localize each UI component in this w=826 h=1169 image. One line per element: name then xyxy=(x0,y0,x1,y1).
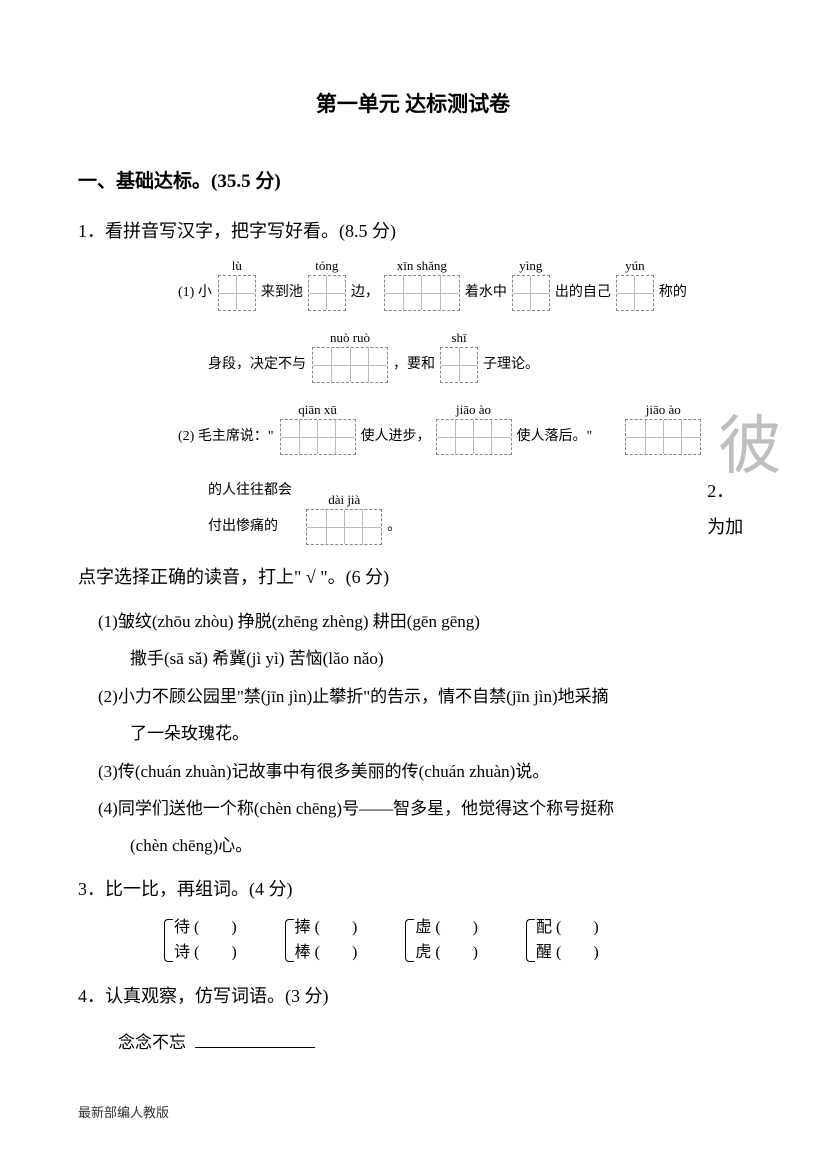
q2-item-2: (2)小力不顾公园里"禁(jīn jìn)止攀折"的告示，情不自禁(jīn jì… xyxy=(78,678,748,715)
pinyin: qiān xū xyxy=(298,401,337,419)
pair-line[interactable]: 捧 ( ) xyxy=(295,915,358,941)
fill-cell[interactable]: jiāo ào xyxy=(625,401,701,455)
q2-item-1b: 撒手(sā sǎ) 希冀(jì yì) 苦恼(lǎo nǎo) xyxy=(78,640,748,677)
q3-pairs: 待 ( ) 诗 ( ) 捧 ( ) 棒 ( ) 虚 ( ) 虎 ( ) 配 ( … xyxy=(174,915,748,966)
pair-line[interactable]: 虎 ( ) xyxy=(415,940,478,966)
fill-cell[interactable]: nuò ruò xyxy=(312,329,388,383)
q4-label: 4．认真观察，仿写词语。(3 分) xyxy=(78,978,748,1014)
char-box[interactable] xyxy=(308,275,346,311)
pair-line[interactable]: 棒 ( ) xyxy=(295,940,358,966)
pair-line[interactable]: 诗 ( ) xyxy=(174,940,237,966)
char-box[interactable] xyxy=(306,509,382,545)
char-box[interactable] xyxy=(312,347,388,383)
pair-col: 待 ( ) 诗 ( ) xyxy=(174,915,237,966)
q1-row3-prefix: (2) 毛主席说：" xyxy=(178,419,278,455)
fill-cell[interactable]: xīn shǎng xyxy=(384,257,460,311)
fill-cell[interactable]: yìng xyxy=(512,257,550,311)
char-box[interactable] xyxy=(512,275,550,311)
text: 边， xyxy=(348,275,382,311)
q1-fill-area: (1) 小 lù 来到池 tóng 边， xīn shǎng 着水中 yìng … xyxy=(78,257,748,545)
text: 使人落后。" xyxy=(514,419,596,455)
q1-row3: (2) 毛主席说：" qiān xū 使人进步， jiāo ào 使人落后。" … xyxy=(178,401,748,455)
pinyin: yìng xyxy=(519,257,542,275)
fill-cell[interactable]: lù xyxy=(218,257,256,311)
pinyin: jiāo ào xyxy=(456,401,491,419)
pinyin: jiāo ào xyxy=(646,401,681,419)
q1-label: 1．看拼音写汉字，把字写好看。(8.5 分) xyxy=(78,213,748,249)
pair-col: 虚 ( ) 虎 ( ) xyxy=(415,915,478,966)
char-box[interactable] xyxy=(440,347,478,383)
q2-item-1: (1)皱纹(zhōu zhòu) 挣脱(zhēng zhèng) 耕田(gēn … xyxy=(78,603,748,640)
fill-cell[interactable]: jiāo ào xyxy=(436,401,512,455)
fill-cell[interactable]: qiān xū xyxy=(280,401,356,455)
q4-example: 念念不忘 xyxy=(118,1033,186,1052)
text: 着水中 xyxy=(462,275,510,311)
q2-item-4b: (chèn chēng)心。 xyxy=(78,827,748,864)
char-box[interactable] xyxy=(218,275,256,311)
section-heading-1: 一、基础达标。(35.5 分) xyxy=(78,166,748,193)
pair-line[interactable]: 配 ( ) xyxy=(536,915,599,941)
fill-cell[interactable]: shī xyxy=(440,329,478,383)
text: ，要和 xyxy=(390,347,438,383)
page-title: 第一单元 达标测试卷 xyxy=(78,88,748,118)
text: 子理论。 xyxy=(480,347,542,383)
text: 称的 xyxy=(656,275,690,311)
fill-cell[interactable]: tóng xyxy=(308,257,346,311)
pinyin: yún xyxy=(625,257,645,275)
text: 出的自己 xyxy=(552,275,614,311)
pair-line[interactable]: 虚 ( ) xyxy=(415,915,478,941)
char-box[interactable] xyxy=(384,275,460,311)
text: 使人进步， xyxy=(358,419,434,455)
char-box[interactable] xyxy=(280,419,356,455)
q1-row1: (1) 小 lù 来到池 tóng 边， xīn shǎng 着水中 yìng … xyxy=(178,257,748,311)
pinyin: tóng xyxy=(315,257,338,275)
pinyin: dài jià xyxy=(328,491,360,509)
text: 来到池 xyxy=(258,275,306,311)
footer-text: 最新部编人教版 xyxy=(78,1102,169,1121)
pinyin: nuò ruò xyxy=(330,329,370,347)
char-box[interactable] xyxy=(616,275,654,311)
blank-line[interactable] xyxy=(195,1034,315,1048)
q1-row4: 的人往往都会付出惨痛的 dài jià 。 2．为加 xyxy=(338,473,748,545)
pair-line[interactable]: 待 ( ) xyxy=(174,915,237,941)
pair-col: 配 ( ) 醒 ( ) xyxy=(536,915,599,966)
pair-col: 捧 ( ) 棒 ( ) xyxy=(295,915,358,966)
q4-example-row: 念念不忘 xyxy=(118,1028,748,1053)
char-box[interactable] xyxy=(625,419,701,455)
char-box[interactable] xyxy=(436,419,512,455)
q1-row4-prefix: 的人往往都会付出惨痛的 xyxy=(208,473,304,545)
pair-line[interactable]: 醒 ( ) xyxy=(536,940,599,966)
q2-label-cont: 点字选择正确的读音，打上" √ "。(6 分) xyxy=(78,559,748,595)
q1-row1-prefix: (1) 小 xyxy=(178,275,216,311)
pinyin: xīn shǎng xyxy=(397,257,447,275)
text: 。 xyxy=(384,509,404,545)
fill-cell[interactable]: yún xyxy=(616,257,654,311)
q2-label-tail: 2．为加 xyxy=(704,473,748,545)
q1-row2-prefix: 身段，决定不与 xyxy=(208,347,310,383)
pinyin: shī xyxy=(451,329,466,347)
pinyin: lù xyxy=(232,257,242,275)
q2-item-4: (4)同学们送他一个称(chèn chēng)号——智多星，他觉得这个称号挺称 xyxy=(78,790,748,827)
fill-cell[interactable]: dài jià xyxy=(306,491,382,545)
q2-item-2b: 了一朵玫瑰花。 xyxy=(78,715,748,752)
q3-label: 3．比一比，再组词。(4 分) xyxy=(78,871,748,907)
q2-item-3: (3)传(chuán zhuàn)记故事中有很多美丽的传(chuán zhuàn… xyxy=(78,753,748,790)
q1-row2: 身段，决定不与 nuò ruò ，要和 shī 子理论。 xyxy=(208,329,748,383)
